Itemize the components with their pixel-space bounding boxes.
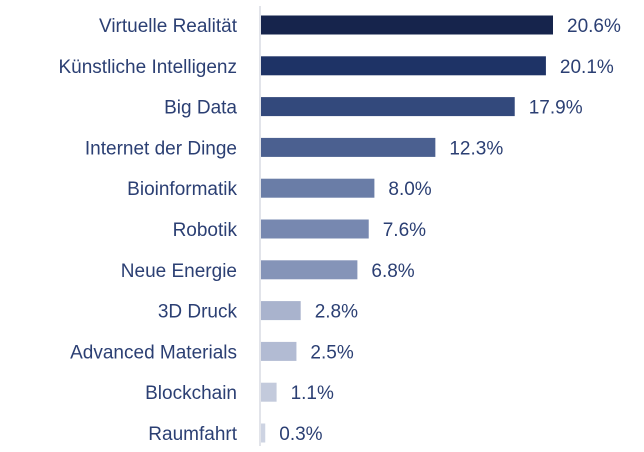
value-label: 20.6%	[567, 16, 621, 37]
value-label: 6.8%	[371, 261, 414, 282]
category-label: Virtuelle Realität	[99, 16, 238, 37]
bar	[261, 423, 266, 443]
category-label: Raumfahrt	[148, 424, 237, 445]
bar	[261, 137, 436, 157]
bar	[261, 178, 375, 198]
value-label: 2.5%	[310, 342, 353, 363]
category-label: Robotik	[173, 220, 238, 241]
bar	[261, 56, 546, 76]
bars-group: Virtuelle Realität 20.6% Künstliche Intell…	[59, 15, 621, 445]
category-label: 3D Druck	[158, 302, 238, 323]
bar	[261, 301, 301, 321]
category-label: Big Data	[164, 98, 237, 119]
value-label: 8.0%	[388, 179, 431, 200]
bar	[261, 97, 515, 117]
bar	[261, 15, 553, 35]
category-label: Internet der Dinge	[85, 138, 237, 159]
value-label: 7.6%	[383, 220, 426, 241]
category-label: Neue Energie	[121, 261, 237, 282]
value-label: 20.1%	[560, 57, 614, 78]
value-label: 1.1%	[291, 383, 334, 404]
category-label: Bioinformatik	[127, 179, 237, 200]
category-label: Blockchain	[145, 383, 237, 404]
bar	[261, 260, 358, 280]
value-label: 17.9%	[529, 98, 583, 119]
bar	[261, 219, 369, 239]
bar	[261, 382, 277, 402]
category-label: Advanced Materials	[70, 342, 237, 363]
category-label: Künstliche Intelligenz	[59, 57, 238, 78]
value-label: 2.8%	[315, 302, 358, 323]
value-label: 12.3%	[449, 138, 503, 159]
value-label: 0.3%	[279, 424, 322, 445]
bar	[261, 341, 297, 361]
